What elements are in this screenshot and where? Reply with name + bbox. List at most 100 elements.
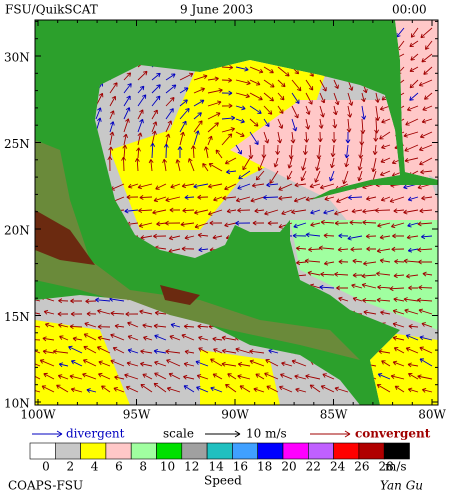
wind-arrow bbox=[305, 105, 311, 115]
wind-arrow bbox=[153, 349, 167, 354]
wind-arrow bbox=[253, 387, 265, 393]
wind-arrow bbox=[235, 196, 251, 203]
wind-arrow bbox=[235, 144, 242, 155]
wind-arrow bbox=[35, 361, 41, 367]
wind-arrow bbox=[127, 183, 139, 189]
wind-arrow bbox=[380, 196, 391, 202]
wind-arrow bbox=[202, 163, 209, 172]
wind-arrow bbox=[221, 127, 235, 133]
colorbar-tick: 22 bbox=[306, 460, 321, 474]
wind-arrow bbox=[213, 348, 223, 354]
wind-arrow bbox=[307, 270, 321, 276]
colorbar-tick: 20 bbox=[281, 460, 296, 474]
colorbar-tick: 6 bbox=[115, 460, 123, 474]
wind-arrow bbox=[320, 219, 335, 225]
wind-arrow bbox=[362, 220, 377, 225]
colorbar-swatch bbox=[206, 442, 233, 460]
wind-arrow bbox=[403, 258, 419, 264]
wind-arrow bbox=[179, 120, 187, 133]
wind-arrow bbox=[392, 322, 405, 328]
wind-arrow bbox=[165, 349, 181, 355]
wind-arrow bbox=[154, 334, 167, 341]
wind-arrow bbox=[43, 309, 55, 315]
wind-arrow bbox=[379, 234, 391, 240]
wind-arrow bbox=[150, 142, 156, 159]
wind-arrow bbox=[82, 359, 97, 367]
colorbar-swatch bbox=[54, 442, 81, 460]
wind-arrow bbox=[137, 70, 148, 81]
wind-arrow bbox=[319, 284, 335, 290]
colorbar-label: Speed bbox=[204, 474, 242, 488]
title: FSU/QuikSCAT bbox=[5, 3, 98, 17]
wind-arrow bbox=[124, 373, 139, 380]
wind-arrow bbox=[376, 271, 391, 277]
wind-arrow bbox=[69, 374, 83, 380]
wind-arrow bbox=[346, 118, 352, 133]
wind-arrow bbox=[113, 387, 125, 393]
wind-arrow bbox=[407, 247, 419, 253]
legend-scale: scale bbox=[163, 427, 194, 441]
wind-arrow bbox=[179, 99, 188, 107]
wind-arrow bbox=[410, 53, 419, 61]
wind-arrow bbox=[155, 183, 167, 190]
wind-arrow bbox=[278, 195, 293, 201]
wind-arrow bbox=[392, 309, 405, 315]
wind-arrow bbox=[408, 285, 419, 291]
wind-arrow bbox=[347, 195, 363, 200]
wind-arrow bbox=[108, 146, 114, 159]
wind-arrow bbox=[280, 373, 293, 380]
wind-arrow bbox=[363, 309, 377, 315]
wind-arrow bbox=[95, 297, 111, 303]
wind-arrow bbox=[84, 321, 97, 328]
colorbar-tick: 2 bbox=[66, 460, 74, 474]
colorbar-swatch bbox=[307, 442, 334, 460]
wind-arrow bbox=[263, 118, 270, 127]
wind-arrow bbox=[296, 260, 307, 266]
colorbar-swatch bbox=[156, 442, 183, 460]
lon-label: 100W bbox=[20, 408, 56, 422]
wind-arrow bbox=[287, 157, 293, 169]
wind-arrow bbox=[179, 107, 190, 120]
wind-arrow bbox=[207, 88, 223, 94]
wind-arrow bbox=[420, 27, 433, 39]
wind-arrow bbox=[58, 362, 69, 368]
wind-arrow bbox=[351, 283, 363, 289]
wind-arrow bbox=[35, 386, 41, 393]
wind-arrow bbox=[41, 385, 55, 393]
wind-arrow bbox=[165, 133, 171, 146]
wind-arrow bbox=[165, 120, 173, 133]
wind-arrow bbox=[358, 144, 364, 159]
wind-arrow bbox=[295, 387, 307, 393]
wind-arrow bbox=[226, 208, 237, 214]
wind-arrow bbox=[419, 346, 433, 354]
wind-arrow bbox=[407, 222, 419, 228]
colorbar-tick: 10 bbox=[160, 460, 175, 474]
wind-arrow bbox=[347, 105, 353, 118]
wind-arrow bbox=[314, 170, 321, 183]
wind-arrow bbox=[277, 105, 284, 114]
wind-arrow bbox=[127, 348, 139, 354]
legend-divergent: divergent bbox=[66, 427, 125, 441]
wind-arrow bbox=[151, 130, 157, 146]
wind-arrow bbox=[333, 79, 339, 90]
wind-arrow bbox=[394, 385, 405, 393]
wind-arrow bbox=[349, 220, 363, 226]
colorbar-tick: 8 bbox=[139, 460, 147, 474]
wind-arrow bbox=[193, 112, 202, 120]
wind-arrow bbox=[419, 157, 433, 166]
wind-arrow bbox=[263, 105, 273, 115]
wind-arrow bbox=[123, 118, 130, 133]
wind-arrow bbox=[221, 133, 233, 146]
colorbar-swatch bbox=[80, 442, 107, 460]
wind-arrow bbox=[198, 347, 209, 354]
wind-arrow bbox=[179, 87, 189, 94]
wind-arrow bbox=[302, 144, 308, 155]
wind-arrow bbox=[345, 131, 351, 144]
wind-arrow bbox=[329, 170, 335, 182]
wind-arrow bbox=[378, 349, 391, 355]
wind-arrow bbox=[249, 105, 262, 114]
wind-arrow bbox=[235, 66, 249, 72]
wind-arrow bbox=[165, 196, 181, 203]
wind-arrow bbox=[277, 66, 290, 77]
wind-arrow bbox=[268, 348, 279, 354]
